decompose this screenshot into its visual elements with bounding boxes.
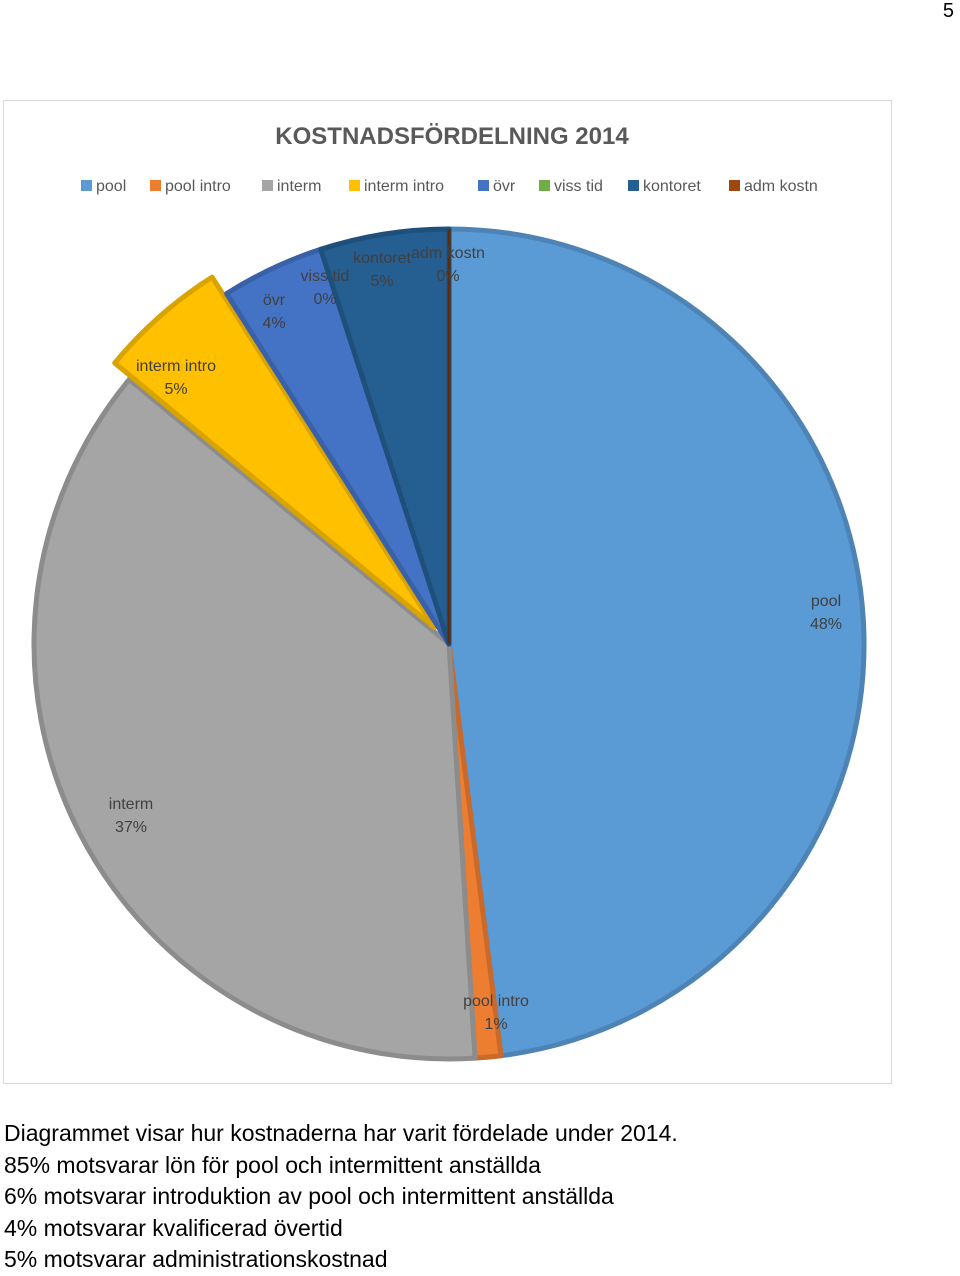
legend-label-adm-kostn: adm kostn — [744, 178, 818, 195]
caption-line-4: 4% motsvarar kvalificerad övertid — [4, 1214, 343, 1241]
pie-slice-interm — [31, 376, 478, 1062]
chart-title: KOSTNADSFÖRDELNING 2014 — [275, 123, 629, 150]
caption-line-1: Diagrammet visar hur kostnaderna har var… — [4, 1120, 678, 1146]
data-label-viss-tid: viss tid 0% — [301, 268, 350, 308]
pie-slice-pool — [446, 226, 867, 1059]
legend-label-pool: pool — [96, 178, 126, 195]
caption-line-2: 85% motsvarar lön för pool och intermitt… — [4, 1151, 541, 1178]
legend-swatch-interm-intro — [349, 180, 360, 191]
chart-caption: Diagrammet visar hur kostnaderna har var… — [4, 1118, 954, 1276]
legend-label-kontoret: kontoret — [643, 178, 701, 195]
data-label-interm: interm 37% — [109, 796, 153, 836]
data-label-interm-intro: interm intro 5% — [136, 358, 216, 398]
legend-swatch-adm-kostn — [729, 180, 740, 191]
legend-label-ovr: övr — [493, 178, 516, 195]
legend-swatch-kontoret — [628, 180, 639, 191]
data-label-ovr: övr 4% — [262, 292, 285, 332]
legend-label-viss-tid: viss tid — [554, 178, 603, 195]
pie-chart: KOSTNADSFÖRDELNING 2014 pool pool intro in… — [31, 123, 867, 1062]
legend-swatch-ovr — [478, 180, 489, 191]
data-label-pool-intro: pool intro 1% — [463, 993, 529, 1033]
legend-swatch-pool-intro — [150, 180, 161, 191]
legend-label-interm-intro: interm intro — [364, 178, 444, 195]
data-label-adm-kostn: adm kostn 0% — [411, 245, 485, 285]
legend-swatch-interm — [262, 180, 273, 191]
data-label-kontoret: kontoret 5% — [353, 250, 411, 290]
legend-label-pool-intro: pool intro — [165, 178, 231, 195]
data-label-pool: pool 48% — [810, 593, 842, 633]
caption-line-3: 6% motsvarar introduktion av pool och in… — [4, 1183, 614, 1209]
page-number: 5 — [942, 0, 954, 22]
pie-slice-interm-intro — [112, 274, 437, 630]
legend-label-interm: interm — [277, 178, 321, 195]
chart-legend: pool pool intro interm interm intro övr viss … — [81, 178, 818, 195]
chart-area: KOSTNADSFÖRDELNING 2014 pool pool intro in… — [3, 100, 892, 1084]
pie-slices — [31, 226, 867, 1062]
legend-swatch-viss-tid — [539, 180, 550, 191]
legend-swatch-pool — [81, 180, 92, 191]
pie-data-labels: pool 48% pool intro 1% interm 37% interm intro… — [109, 245, 842, 1033]
caption-line-5: 5% motsvarar administrationskostnad — [4, 1246, 388, 1272]
